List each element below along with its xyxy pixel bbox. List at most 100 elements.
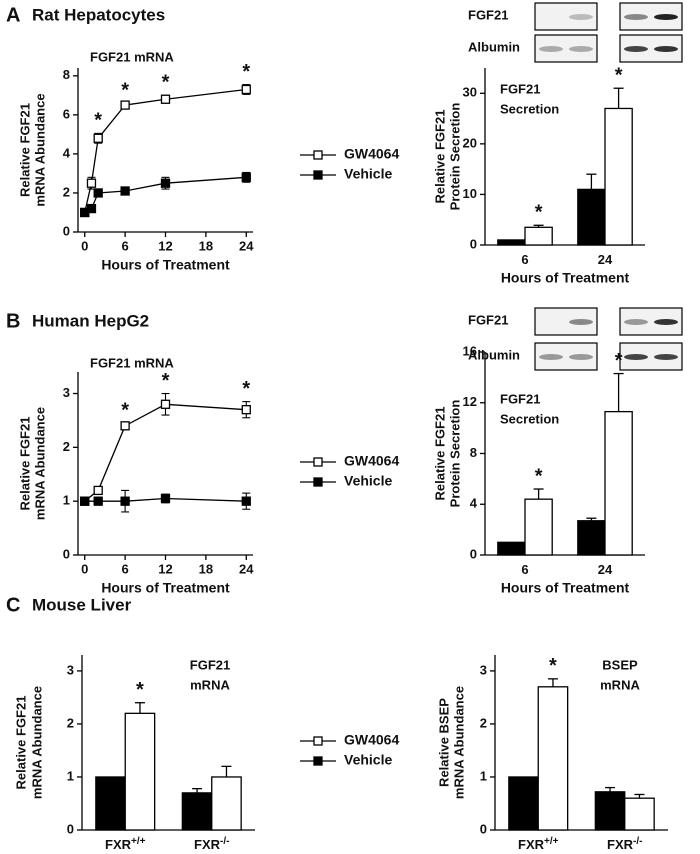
significance-mark: * <box>242 378 250 400</box>
legend-marker <box>313 756 323 766</box>
panel-title: Human HepG2 <box>32 311 149 330</box>
significance-mark: * <box>162 370 170 392</box>
legend-label: Vehicle <box>344 166 392 182</box>
error-bar <box>605 786 616 792</box>
bar <box>211 776 242 831</box>
blot-band <box>569 319 593 325</box>
y-axis-label: mRNA Abundance <box>32 93 47 206</box>
bar <box>604 410 633 556</box>
x-axis-label: Hours of Treatment <box>501 580 630 596</box>
error-bar <box>613 372 624 412</box>
chart-title: FGF21 <box>500 81 540 96</box>
significance-mark: * <box>615 350 623 372</box>
category-name: 6 <box>521 562 528 577</box>
x-tick-label: 24 <box>598 252 613 267</box>
legend-marker <box>313 170 323 180</box>
bar <box>524 226 553 246</box>
chart-title: mRNA <box>190 677 230 692</box>
y-tick-label: 20 <box>463 135 477 150</box>
error-bar <box>134 702 145 714</box>
x-axis-label: Hours of Treatment <box>101 580 230 596</box>
data-point <box>93 133 103 143</box>
x-tick-label: 12 <box>158 561 172 576</box>
blot-label: FGF21 <box>468 312 508 327</box>
y-tick-label: 2 <box>63 184 70 199</box>
y-axis-label: Relative FGF21 <box>432 110 447 204</box>
data-point <box>241 172 251 182</box>
data-point <box>120 421 130 431</box>
x-tick-label: FXR-/- <box>607 836 642 853</box>
data-point <box>160 399 171 409</box>
error-bar <box>586 173 597 190</box>
data-point <box>160 493 171 504</box>
y-tick-label: 0 <box>470 546 477 561</box>
y-axis-label: Relative FGF21 <box>17 417 32 511</box>
data-point <box>93 485 103 496</box>
chart-title: FGF21 mRNA <box>90 49 174 64</box>
y-tick-label: 2 <box>67 715 74 730</box>
data-point <box>241 496 251 506</box>
chart-title: FGF21 <box>500 391 540 406</box>
bar <box>594 791 626 831</box>
significance-mark: * <box>162 72 170 94</box>
bar <box>624 797 655 831</box>
error-bar <box>634 793 645 799</box>
panel-title: Rat Hepatocytes <box>32 5 165 24</box>
y-tick-label: 1 <box>480 768 487 783</box>
y-tick-label: 1 <box>67 768 74 783</box>
data-point <box>93 496 103 506</box>
y-tick-label: 3 <box>480 662 487 677</box>
bar <box>537 686 569 831</box>
data-point <box>160 178 171 188</box>
bar <box>497 239 526 246</box>
significance-mark: * <box>535 465 543 487</box>
y-axis-label: Relative FGF21 <box>17 103 32 197</box>
category-name: FXR <box>194 837 221 852</box>
blot-band <box>624 14 648 20</box>
category-name: FXR <box>518 837 545 852</box>
x-tick-label: 12 <box>158 238 172 253</box>
y-axis-label: mRNA Abundance <box>29 686 44 799</box>
y-axis-label: Relative FGF21 <box>432 407 447 501</box>
x-tick-label: 6 <box>121 561 128 576</box>
category-name: 24 <box>598 252 613 267</box>
x-tick-label: 6 <box>121 238 128 253</box>
legend-marker <box>313 477 323 487</box>
category-name: 24 <box>598 562 613 577</box>
y-tick-label: 0 <box>63 223 70 238</box>
y-tick-label: 12 <box>463 394 477 409</box>
x-tick-label: 24 <box>239 238 254 253</box>
error-bar <box>547 678 558 687</box>
significance-mark: * <box>94 110 102 132</box>
y-tick-label: 2 <box>63 439 70 454</box>
y-tick-label: 0 <box>63 546 70 561</box>
legend-label: GW4064 <box>344 146 399 162</box>
y-tick-label: 0 <box>470 236 477 251</box>
significance-mark: * <box>242 61 250 83</box>
category-superscript: +/+ <box>544 836 559 847</box>
x-tick-label: 0 <box>81 238 88 253</box>
chart-title: FGF21 <box>190 657 230 672</box>
data-point <box>93 188 103 198</box>
significance-mark: * <box>121 399 129 421</box>
series-line <box>84 403 247 502</box>
significance-mark: * <box>121 79 129 101</box>
chart-title: Secretion <box>500 411 559 426</box>
panel-title: Mouse Liver <box>32 595 132 614</box>
chart-title: BSEP <box>602 657 638 672</box>
y-axis-label: Relative BSEP <box>436 698 451 787</box>
significance-mark: * <box>535 202 543 224</box>
bar <box>497 541 526 556</box>
bar <box>508 776 539 831</box>
bar <box>604 107 633 246</box>
category-superscript: -/- <box>220 836 229 847</box>
legend-marker <box>313 457 323 467</box>
blot-band <box>624 319 648 325</box>
blot-band <box>539 46 563 52</box>
error-bar <box>192 787 203 793</box>
data-point <box>86 203 97 214</box>
x-tick-label: 18 <box>199 238 213 253</box>
significance-mark: * <box>549 655 557 677</box>
blot-band <box>539 354 563 360</box>
